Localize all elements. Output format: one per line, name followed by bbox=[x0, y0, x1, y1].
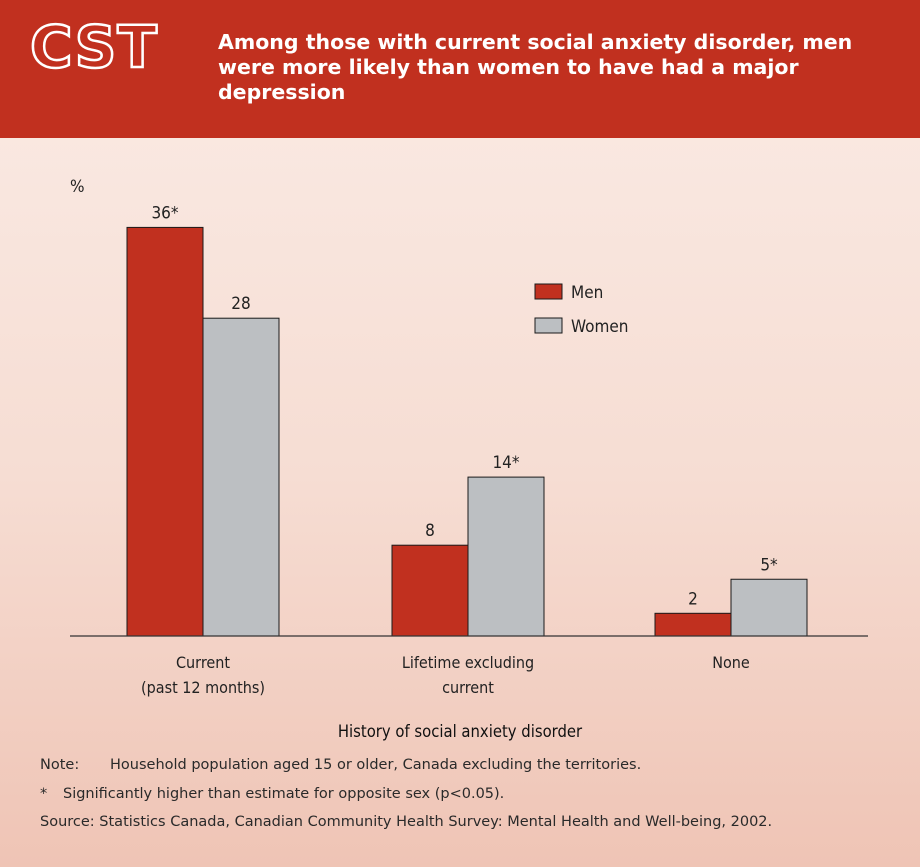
bar-women-2 bbox=[730, 578, 808, 637]
cst-logo: CST bbox=[29, 13, 158, 81]
note-line: Note: Household population aged 15 or old… bbox=[40, 757, 641, 773]
legend-swatch-men bbox=[534, 283, 563, 300]
category-label-1-0: Lifetime excluding bbox=[402, 653, 534, 672]
x-axis-title: History of social anxiety disorder bbox=[338, 722, 583, 741]
bar-women-1 bbox=[467, 476, 545, 637]
bar-men-2 bbox=[654, 612, 732, 637]
note-text: Household population aged 15 or older, C… bbox=[110, 757, 642, 773]
data-label-men-2: 2 bbox=[688, 589, 698, 609]
legend-label-men: Men bbox=[571, 283, 603, 303]
header-banner: CST Among those with current social anxi… bbox=[0, 0, 920, 138]
note-tag: Note: bbox=[40, 757, 80, 773]
category-label-1-1: current bbox=[442, 678, 494, 697]
data-label-women-1: 14* bbox=[492, 453, 519, 473]
bar-men-0 bbox=[126, 226, 204, 637]
legend-swatch-women bbox=[534, 317, 563, 334]
data-label-women-0: 28 bbox=[231, 294, 250, 314]
bar-chart: % 36* 8 2 28 14* 5* Current (past 12 months) Life… bbox=[70, 177, 868, 741]
data-label-men-1: 8 bbox=[425, 521, 435, 541]
y-axis-label: % bbox=[70, 177, 85, 197]
legend-label-women: Women bbox=[571, 317, 629, 337]
category-label-0-0: Current bbox=[176, 653, 230, 672]
data-label-women-2: 5* bbox=[760, 555, 778, 575]
significance-note: * Significantly higher than estimate for … bbox=[40, 786, 504, 802]
category-label-2-0: None bbox=[712, 653, 750, 672]
bar-men-1 bbox=[391, 544, 469, 637]
asterisk-tag: * bbox=[40, 786, 48, 802]
data-label-men-0: 36* bbox=[151, 203, 178, 223]
source-note: Source: Statistics Canada, Canadian Comm… bbox=[40, 814, 773, 830]
chart-title: Among those with current social anxiety … bbox=[218, 30, 853, 104]
bar-women-0 bbox=[202, 317, 280, 637]
significance-text: Significantly higher than estimate for o… bbox=[63, 786, 505, 802]
category-label-0-1: (past 12 months) bbox=[141, 678, 265, 697]
